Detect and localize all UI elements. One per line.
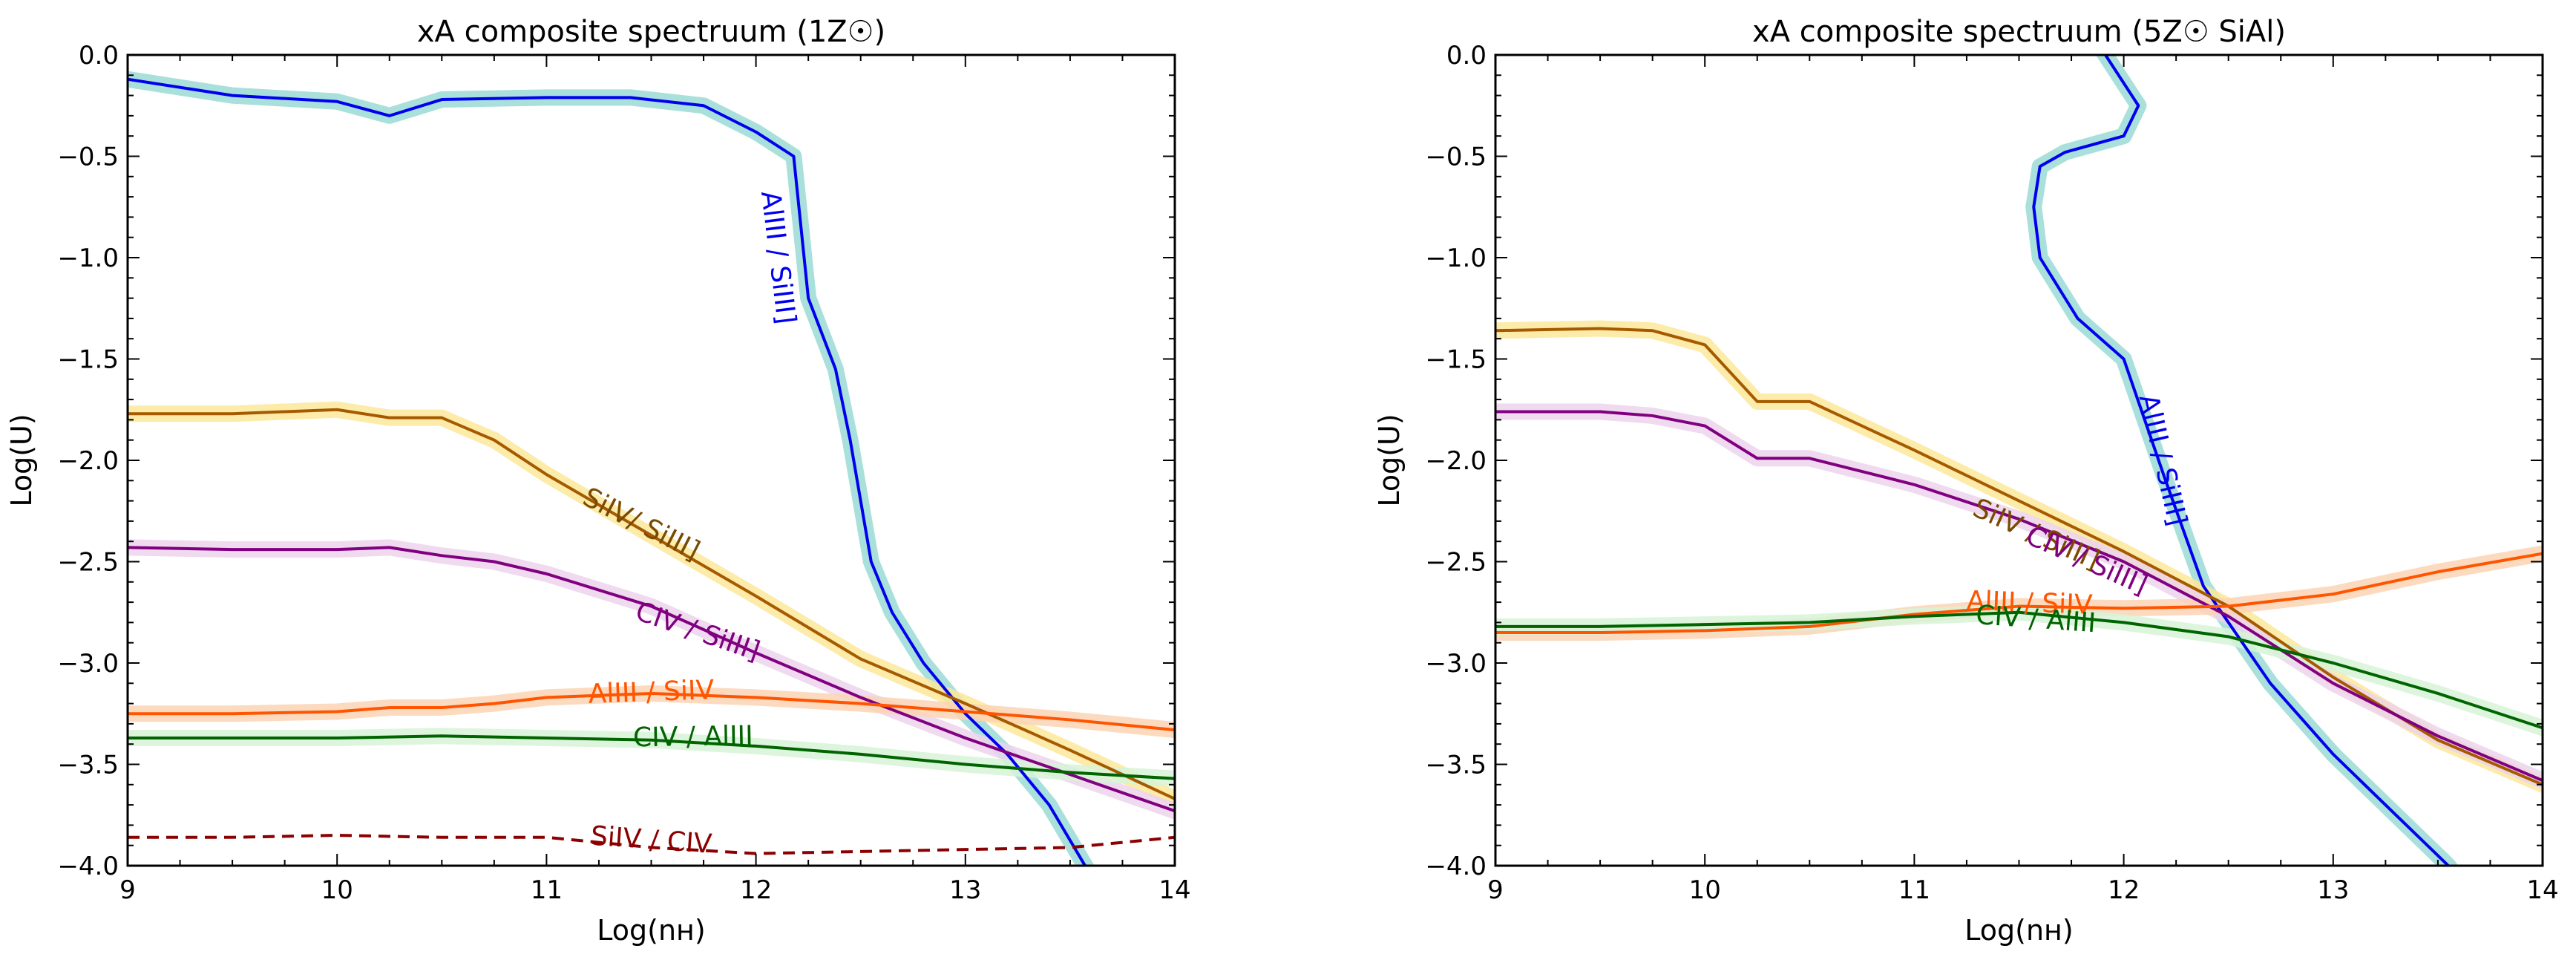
y-tick-label: −3.5 (57, 751, 119, 780)
curve-label-siiv-siiii: SiIV/ SiIII] (578, 482, 704, 566)
y-tick-label: −0.5 (1425, 143, 1487, 172)
y-tick-label: −1.0 (1425, 244, 1487, 273)
series-line-civ-aliii (1495, 610, 2543, 730)
x-tick-label: 14 (1158, 875, 1190, 905)
series-line-siiv-siiii (128, 408, 1175, 800)
y-tick-label: −1.0 (57, 244, 119, 273)
x-tick-label: 12 (740, 875, 772, 905)
x-tick-label: 13 (949, 875, 981, 905)
curve-label-aliii-siiv: AlIII / SiIV (1966, 586, 2093, 621)
series-line-civ-siiii (128, 546, 1175, 813)
series-line-civ-siiii (1495, 410, 2543, 783)
y-tick-label: −3.0 (1425, 649, 1487, 679)
y-tick-label: −3.0 (57, 649, 119, 679)
series-line-aliii-siiv (1495, 552, 2543, 635)
x-tick-label: 9 (1487, 875, 1504, 905)
y-tick-label: −1.5 (57, 345, 119, 375)
curve-label-siiv-civ: SiIV / CIV (590, 821, 713, 860)
x-tick-label: 13 (2317, 875, 2349, 905)
y-tick-label: −2.5 (57, 548, 119, 578)
x-tick-label: 14 (2526, 875, 2558, 905)
y-tick-label: −4.0 (57, 852, 119, 881)
right-chart-panel: AlIII / SiIII]SiIV / SiIII]CIV / SiIII]A… (1373, 15, 2559, 947)
curve-label-text: AlIII / SiIV (588, 675, 715, 710)
y-axis-label: Log(U) (5, 414, 38, 506)
plot-area: AlIII / SiIII]SiIV/ SiIII]CIV / SiIII]Al… (128, 71, 1175, 866)
curve-label-text: CIV / AlIII (633, 721, 754, 754)
x-axis-label: Log(nʜ) (597, 914, 705, 947)
y-tick-label: 0.0 (1446, 41, 1487, 71)
x-tick-label: 10 (1689, 875, 1721, 905)
curve-label-text: SiIV/ SiIII] (578, 482, 704, 566)
y-tick-label: −1.5 (1425, 345, 1487, 375)
series-line-siiv-siiii (1495, 327, 2543, 786)
curve-label-text: AlIII / SiIV (1966, 586, 2093, 621)
curve-label-text: CIV / SiIII] (632, 596, 764, 667)
series-line-aliii-siiii (2032, 55, 2451, 866)
y-tick-label: −4.0 (1425, 852, 1487, 881)
curve-label-civ-aliii: CIV / AlIII (633, 721, 754, 754)
y-tick-label: −2.5 (1425, 548, 1487, 578)
curve-label-text: AlIII / SiIII] (2133, 391, 2192, 529)
y-tick-label: 0.0 (79, 41, 119, 71)
series-line-siiv-civ (128, 834, 1175, 855)
x-tick-label: 11 (531, 875, 563, 905)
chart-title: xA composite spectruum (1Z☉) (417, 15, 885, 49)
x-tick-label: 11 (1898, 875, 1930, 905)
curve-label-aliii-siiii: AlIII / SiIII] (2133, 391, 2192, 529)
plot-area: AlIII / SiIII]SiIV / SiIII]CIV / SiIII]A… (1495, 55, 2543, 866)
y-tick-label: −2.0 (1425, 446, 1487, 476)
series-band-aliii-siiii (2025, 55, 2459, 866)
x-axis-label: Log(nʜ) (1964, 914, 2073, 947)
x-tick-label: 9 (119, 875, 136, 905)
x-tick-label: 12 (2108, 875, 2140, 905)
y-tick-label: −3.5 (1425, 751, 1487, 780)
y-axis-label: Log(U) (1373, 414, 1406, 506)
chart-title: xA composite spectruum (5Z☉ SiAl) (1752, 15, 2286, 49)
curve-label-text: SiIV / CIV (590, 821, 713, 860)
y-tick-label: −2.0 (57, 446, 119, 476)
series-line-aliii-siiv (128, 691, 1175, 732)
y-tick-label: −0.5 (57, 143, 119, 172)
series-line-civ-aliii (128, 734, 1175, 780)
curve-label-aliii-siiv: AlIII / SiIV (588, 675, 715, 710)
x-tick-label: 10 (321, 875, 353, 905)
axes-frame (1494, 53, 2544, 867)
left-chart-panel: AlIII / SiIII]SiIV/ SiIII]CIV / SiIII]Al… (5, 15, 1191, 947)
